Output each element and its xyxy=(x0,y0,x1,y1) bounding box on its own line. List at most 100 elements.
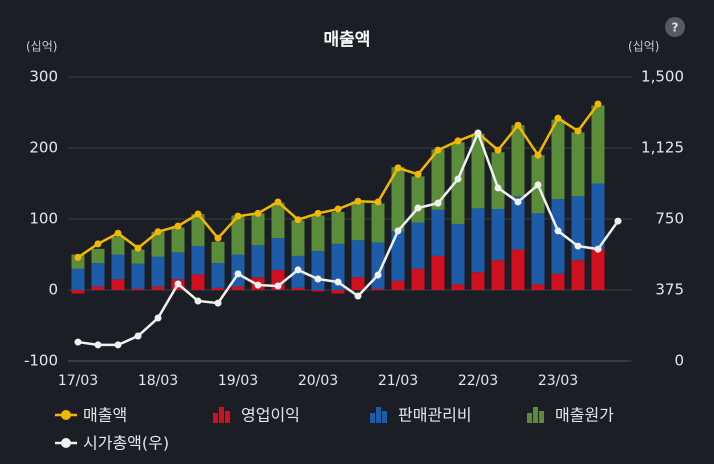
legend-bar xyxy=(219,407,224,423)
bar xyxy=(431,149,445,210)
bar xyxy=(311,290,325,292)
bar xyxy=(451,284,465,290)
bar xyxy=(511,196,525,250)
bar xyxy=(251,245,265,278)
legend-dot xyxy=(61,410,71,420)
bar xyxy=(431,209,445,256)
line-point xyxy=(194,297,202,305)
x-tick-label: 20/03 xyxy=(298,373,338,389)
bar xyxy=(191,274,205,290)
help-icon-bg[interactable] xyxy=(665,17,685,37)
line-point xyxy=(254,281,262,289)
bar xyxy=(151,256,165,287)
bar xyxy=(111,254,125,280)
line-point xyxy=(294,266,302,274)
line-point xyxy=(494,146,502,154)
bar xyxy=(411,268,425,290)
line-point xyxy=(114,341,122,349)
bar xyxy=(411,176,425,223)
line-point xyxy=(354,292,362,300)
bar xyxy=(431,255,445,290)
bar xyxy=(271,202,285,239)
bar xyxy=(91,263,105,287)
line-point xyxy=(394,227,402,235)
bar xyxy=(331,290,345,294)
line-point xyxy=(294,216,302,224)
y-axis-unit: (십억) xyxy=(26,40,57,54)
line-point xyxy=(534,181,542,189)
y2-tick-label: 750 xyxy=(655,210,684,228)
line-point xyxy=(574,242,582,250)
legend-bar xyxy=(376,407,381,423)
line-point xyxy=(274,282,282,290)
bar xyxy=(171,252,185,280)
bar xyxy=(271,238,285,271)
bar xyxy=(91,248,105,264)
line-point xyxy=(74,338,82,346)
legend-bar xyxy=(213,413,218,423)
line-point xyxy=(514,198,522,206)
y-tick-label: 200 xyxy=(29,139,58,157)
line-point xyxy=(334,205,342,213)
line-point xyxy=(94,341,102,349)
bar xyxy=(71,290,85,294)
bar xyxy=(411,222,425,269)
help-icon[interactable]: ? xyxy=(672,21,679,35)
y2-tick-label: 0 xyxy=(674,352,684,370)
line-point xyxy=(214,234,222,242)
line-point xyxy=(454,137,462,145)
bar xyxy=(551,273,565,290)
y2-axis-unit: (십억) xyxy=(628,40,659,54)
bar xyxy=(191,214,205,246)
line-point xyxy=(214,299,222,307)
line-point xyxy=(514,121,522,129)
bar xyxy=(331,211,345,244)
legend-label: 판매관리비 xyxy=(398,406,472,425)
bar xyxy=(231,215,245,255)
line-point xyxy=(434,146,442,154)
bar xyxy=(171,227,185,253)
bar xyxy=(491,260,505,290)
line-point xyxy=(234,270,242,278)
bar xyxy=(371,203,385,243)
y-tick-label: 100 xyxy=(29,210,58,228)
line xyxy=(77,129,620,347)
legend-bar xyxy=(382,411,387,423)
line-point xyxy=(134,332,142,340)
bar xyxy=(491,152,505,210)
line-point xyxy=(234,212,242,220)
line-point xyxy=(174,222,182,230)
x-tick-label: 21/03 xyxy=(378,373,418,389)
x-tick-label: 22/03 xyxy=(458,373,498,389)
line-point xyxy=(534,151,542,159)
bar xyxy=(391,280,405,290)
bar xyxy=(531,213,545,285)
bar xyxy=(211,241,225,264)
x-tick-label: 17/03 xyxy=(58,373,98,389)
y-tick-label: -100 xyxy=(24,352,58,370)
bar xyxy=(211,263,225,288)
line-point xyxy=(154,314,162,322)
chart-title: 매출액 xyxy=(324,30,371,50)
line-point xyxy=(314,275,322,283)
x-tick-label: 23/03 xyxy=(538,373,578,389)
line-point xyxy=(414,170,422,178)
bar xyxy=(291,220,305,256)
line-point xyxy=(354,197,362,205)
line-point xyxy=(454,175,462,183)
y-tick-label: 0 xyxy=(48,281,58,299)
bar xyxy=(311,215,325,251)
bar xyxy=(471,208,485,273)
y2-tick-label: 1,125 xyxy=(641,139,684,157)
line-point xyxy=(154,228,162,236)
bar xyxy=(371,288,385,290)
bar xyxy=(71,268,85,290)
x-tick-label: 19/03 xyxy=(218,373,258,389)
bar xyxy=(511,125,525,197)
legend-bar xyxy=(370,413,375,423)
y2-tick-label: 375 xyxy=(655,281,684,299)
line-point xyxy=(394,164,402,172)
legend-label: 매출액 xyxy=(83,406,127,425)
legend-label: 시가총액(우) xyxy=(83,434,169,453)
